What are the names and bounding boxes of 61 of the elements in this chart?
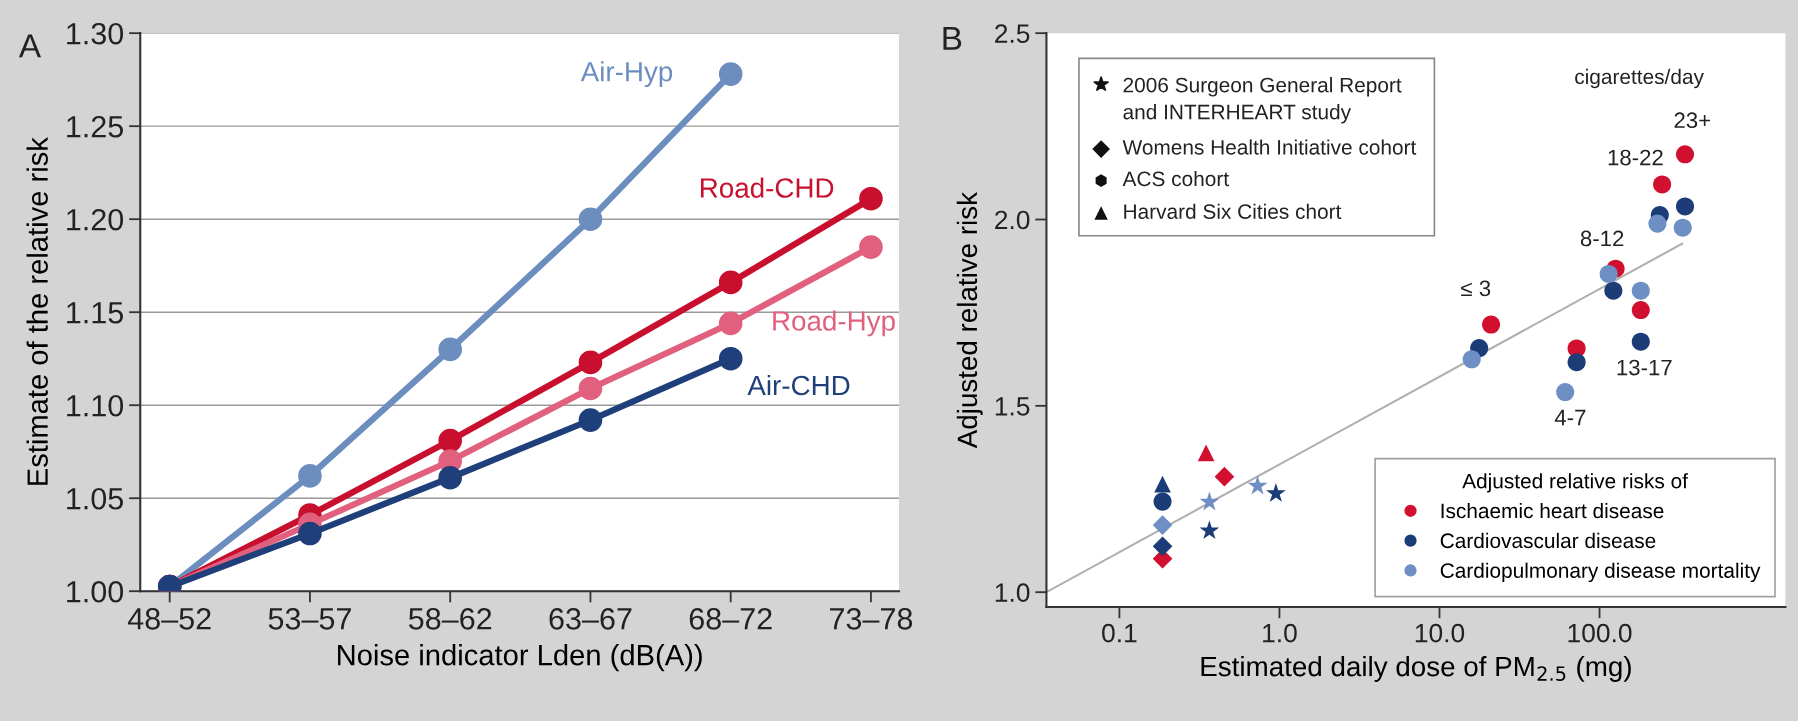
y-tick-label: 1.10 (67, 394, 124, 417)
point (578, 207, 603, 231)
x-tick-label: 1.0 (1263, 623, 1297, 643)
y-tick-label: 1.00 (67, 580, 124, 603)
point (438, 337, 463, 362)
point (298, 521, 322, 546)
y-tick-label: 1.30 (67, 22, 124, 45)
point (859, 235, 883, 259)
annotation: ≤ 3 (1461, 280, 1491, 297)
series-label: Road-Hyp (773, 310, 895, 337)
x-axis-title: Noise indicator Lden (dB(A)) (338, 644, 702, 672)
series-label: Air-CHD (747, 374, 850, 396)
annotation: Womens Health Initiative cohort (1122, 139, 1417, 155)
y-tick-label: 1.25 (67, 115, 123, 138)
y-tick-label: 1.5 (995, 397, 1030, 416)
annotation: 13-17 (1617, 359, 1672, 376)
x-tick-label: 53–57 (268, 608, 351, 630)
point (718, 311, 743, 336)
annotation: 4-7 (1554, 409, 1586, 426)
legend-label: Ischaemic heart disease (1441, 502, 1664, 519)
y-tick-label: 1.20 (67, 208, 124, 231)
point (298, 464, 322, 488)
series-label: Air-Hyp (580, 61, 673, 88)
x-tick-label: 58–62 (408, 608, 492, 630)
point (438, 428, 463, 453)
x-tick-label: 68–72 (689, 608, 772, 630)
x-tick-label: 0.1 (1102, 623, 1137, 643)
point (578, 408, 603, 432)
y-tick-label: 2.0 (995, 210, 1030, 230)
legend-label: Cardiopulmonary disease mortality (1440, 562, 1761, 583)
point (718, 346, 743, 371)
annotation: Harvard Six Cities chort (1124, 203, 1342, 219)
point (578, 376, 603, 401)
point (578, 350, 603, 375)
annotation: cigarettes/day (1575, 68, 1704, 89)
y-tick-label: 1.0 (995, 583, 1030, 602)
x-tick-label: 100.0 (1568, 623, 1632, 643)
text: A (18, 34, 42, 58)
y-tick-label: 1.15 (67, 302, 123, 324)
annotation: 8-12 (1580, 230, 1624, 247)
y-axis-title: Estimate of the relative risk (26, 137, 48, 485)
annotation: ACS cohort (1122, 170, 1229, 187)
x-tick-label: 73–78 (830, 608, 913, 630)
x-axis-title: Estimated daily dose of PM$_{2.5}$ (mg) (1201, 655, 1631, 682)
annotation: 2006 Surgeon General Report and INTERHEART study (1123, 77, 1402, 124)
text: B (943, 26, 962, 50)
y-axis-title: Adjusted relative risk (956, 191, 983, 449)
y-tick-label: 2.5 (995, 24, 1030, 43)
x-tick-label: 63–67 (549, 608, 632, 630)
annotation: 18-22 (1608, 149, 1663, 166)
x-tick-label: 48–52 (127, 608, 211, 630)
y-tick-label: 1.05 (67, 487, 123, 510)
legend-label: Cardiovascular disease (1440, 532, 1656, 549)
point (718, 62, 743, 86)
legend-title: Adjusted relative risks of (1462, 473, 1688, 493)
point (438, 465, 463, 490)
series-label: Road-CHD (701, 177, 834, 198)
x-tick-label: 10.0 (1415, 623, 1465, 643)
point (859, 186, 883, 211)
point (718, 270, 743, 295)
annotation: 23+ (1674, 112, 1711, 129)
